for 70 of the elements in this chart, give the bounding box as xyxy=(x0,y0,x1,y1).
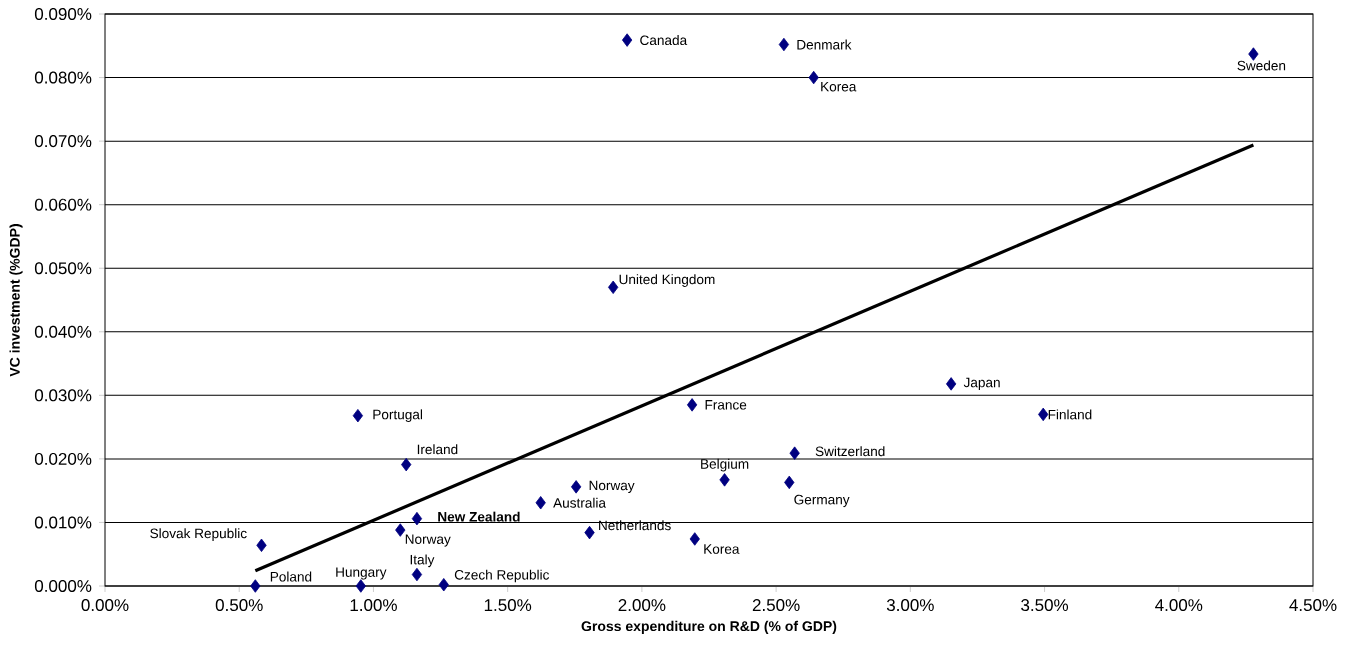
annotation: Canada xyxy=(640,35,688,46)
annotation: Sweden xyxy=(1237,60,1286,71)
x-axis-title: Gross expenditure on R&D (% of GDP) xyxy=(581,620,837,634)
annotation: Korea xyxy=(821,81,857,92)
y-tick-label: 0.040% xyxy=(34,325,92,338)
point xyxy=(352,408,363,423)
y-tick-label: 0.070% xyxy=(34,135,92,148)
annotation: Switzerland xyxy=(815,446,885,457)
x-tick-label: 3.50% xyxy=(1021,599,1069,612)
point xyxy=(719,473,730,487)
point xyxy=(395,523,406,537)
x-tick-label: 4.00% xyxy=(1155,599,1203,612)
y-tick-label: 0.000% xyxy=(34,579,92,593)
annotation: France xyxy=(705,400,747,410)
annotation: New Zealand xyxy=(438,511,520,522)
y-tick-label: 0.080% xyxy=(34,71,92,84)
point xyxy=(778,37,790,52)
point xyxy=(622,33,633,47)
point xyxy=(789,446,800,460)
annotation: Norway xyxy=(405,534,451,547)
point xyxy=(411,511,423,526)
annotation: Japan xyxy=(963,377,1000,390)
point xyxy=(686,398,698,412)
annotation: Poland xyxy=(270,571,312,582)
annotation: Ireland xyxy=(417,444,458,455)
annotation: Italy xyxy=(410,554,435,568)
y-tick-label: 0.030% xyxy=(34,389,92,402)
point xyxy=(438,578,449,592)
annotation: Slovak Republic xyxy=(150,528,247,541)
point xyxy=(401,457,412,472)
y-tick-label: 0.020% xyxy=(34,452,92,465)
point xyxy=(1248,47,1259,61)
x-tick-label: 3.00% xyxy=(886,599,934,612)
annotation: Finland xyxy=(1048,409,1092,420)
annotation: Portugal xyxy=(373,409,423,423)
point xyxy=(808,70,819,85)
annotation: Norway xyxy=(589,480,635,493)
x-tick-label: 1.50% xyxy=(484,599,532,612)
x-tick-label: 2.50% xyxy=(752,599,800,612)
annotation: Denmark xyxy=(797,39,852,50)
point xyxy=(256,538,267,553)
y-axis-title: VC investment (%GDP) xyxy=(9,224,23,377)
point xyxy=(584,525,595,540)
point xyxy=(689,532,700,546)
x-tick-label: 0.50% xyxy=(215,599,263,612)
x-tick-label: 0.00% xyxy=(81,599,129,612)
x-tick-label: 2.00% xyxy=(618,599,666,612)
annotation: Australia xyxy=(553,497,606,508)
annotation: Hungary xyxy=(336,567,387,580)
annotation: Korea xyxy=(704,544,740,554)
point xyxy=(355,579,366,593)
point xyxy=(608,280,619,294)
x-tick-label: 1.00% xyxy=(350,599,397,612)
y-tick-label: 0.050% xyxy=(34,262,92,275)
annotation: Germany xyxy=(794,494,850,508)
point xyxy=(411,567,423,582)
annotation: Belgium xyxy=(701,458,749,472)
y-tick-label: 0.090% xyxy=(34,8,92,21)
point xyxy=(1038,407,1049,422)
x-tick-label: 4.50% xyxy=(1289,599,1337,612)
annotation: United Kingdom xyxy=(619,274,715,287)
annotation: Czech Republic xyxy=(454,569,550,583)
point xyxy=(946,377,957,391)
annotation: Netherlands xyxy=(599,520,671,531)
point xyxy=(571,480,582,494)
y-tick-label: 0.060% xyxy=(34,198,92,211)
point xyxy=(784,475,795,490)
point xyxy=(535,496,546,510)
point xyxy=(250,579,261,593)
y-tick-label: 0.010% xyxy=(34,516,92,529)
